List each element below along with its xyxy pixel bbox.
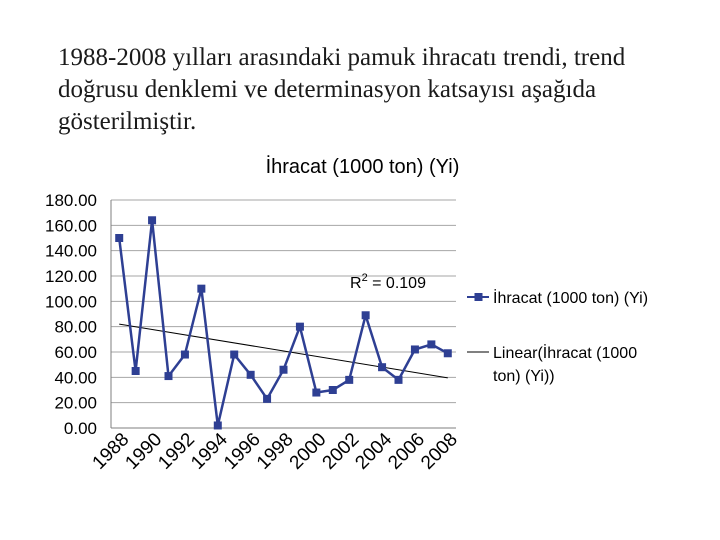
data-point bbox=[148, 216, 157, 225]
data-point bbox=[295, 322, 304, 331]
data-point bbox=[378, 363, 387, 372]
legend-series-marker bbox=[474, 293, 483, 301]
data-point bbox=[443, 349, 452, 358]
x-tick-label: 2008 bbox=[417, 429, 462, 474]
x-axis: 1988199019921994199619982000200220042006… bbox=[89, 429, 462, 474]
data-point bbox=[394, 375, 403, 384]
legend-trend-label-2: ton) (Yi)) bbox=[493, 368, 555, 385]
legend: İhracat (1000 ton) (Yi) Linear(İhracat (… bbox=[467, 288, 648, 385]
x-tick-label: 2006 bbox=[384, 429, 429, 474]
y-tick-label: 20.00 bbox=[54, 394, 97, 413]
data-point bbox=[345, 375, 354, 384]
x-tick-label: 1998 bbox=[253, 429, 298, 474]
y-axis: 0.00 20.00 40.00 60.00 80.00 100.00 120.00 140.… bbox=[45, 191, 112, 438]
legend-series-label: İhracat (1000 ton) (Yi) bbox=[493, 288, 648, 307]
intro-line-3: gösterilmiştir. bbox=[58, 108, 197, 135]
data-point bbox=[427, 340, 436, 349]
r-squared-label: R2 = 0.109 bbox=[350, 272, 426, 292]
x-tick-label: 2002 bbox=[319, 429, 364, 474]
legend-trend-label-1: Linear(İhracat (1000 bbox=[493, 343, 637, 362]
data-point bbox=[410, 345, 419, 354]
data-point bbox=[180, 350, 189, 359]
data-point bbox=[230, 350, 239, 359]
y-tick-label: 60.00 bbox=[54, 343, 97, 362]
data-point bbox=[263, 394, 272, 403]
data-point bbox=[328, 386, 337, 394]
data-point bbox=[246, 370, 255, 379]
data-point bbox=[361, 311, 370, 320]
data-point bbox=[164, 372, 173, 381]
y-tick-label: 80.00 bbox=[54, 318, 97, 337]
data-point bbox=[115, 234, 124, 242]
x-tick-label: 1990 bbox=[121, 429, 166, 474]
intro-line-2: doğrusu denklemi ve determinasyon katsay… bbox=[58, 76, 597, 103]
x-tick-label: 1996 bbox=[220, 429, 265, 474]
chart-title: İhracat (1000 ton) (Yi) bbox=[265, 156, 460, 178]
data-point bbox=[279, 365, 288, 374]
intro-text: 1988-2008 yılları arasındaki pamuk ihrac… bbox=[58, 42, 698, 138]
y-tick-label: 160.00 bbox=[45, 216, 97, 235]
x-tick-label: 2004 bbox=[351, 429, 396, 474]
data-point bbox=[213, 421, 222, 430]
data-point bbox=[131, 367, 140, 375]
x-tick-label: 1992 bbox=[154, 429, 199, 474]
x-tick-label: 2000 bbox=[286, 429, 331, 474]
y-tick-label: 0.00 bbox=[64, 419, 97, 438]
y-tick-label: 100.00 bbox=[45, 292, 97, 311]
y-tick-label: 40.00 bbox=[54, 368, 97, 387]
y-tick-label: 120.00 bbox=[45, 267, 97, 286]
y-tick-label: 140.00 bbox=[45, 242, 97, 261]
data-point bbox=[312, 388, 321, 397]
plot-area bbox=[115, 216, 452, 430]
y-tick-label: 180.00 bbox=[45, 191, 97, 210]
data-point bbox=[197, 284, 206, 293]
x-tick-label: 1994 bbox=[187, 429, 232, 474]
intro-line-1: 1988-2008 yılları arasındaki pamuk ihrac… bbox=[58, 44, 626, 71]
trendline bbox=[119, 323, 448, 379]
